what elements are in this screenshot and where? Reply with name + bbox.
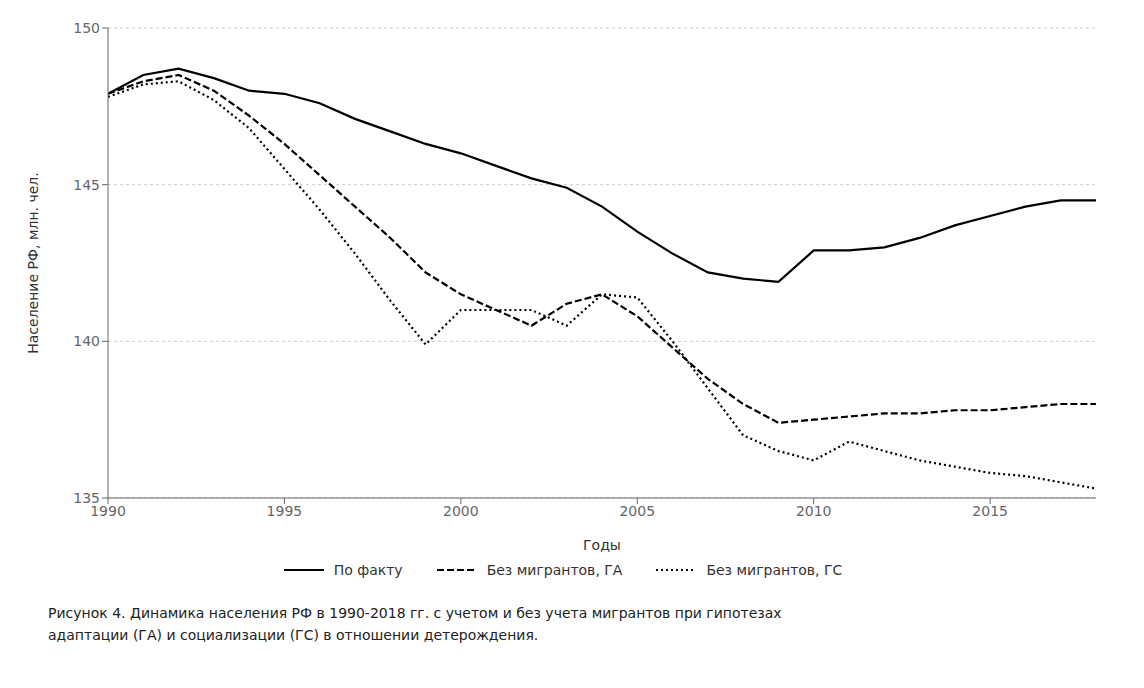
html-text:По факту: По факту [333,562,403,578]
svg-text:135: 135 [73,490,100,506]
svg-text:Годы: Годы [583,537,621,553]
svg-text:1990: 1990 [90,502,126,519]
svg-text:1995: 1995 [267,503,303,519]
svg-text:2015: 2015 [972,503,1008,519]
svg-text:Население РФ, млн. чел.: Население РФ, млн. чел. [25,172,41,354]
html-text:Без мигрантов, ГА: Без мигрантов, ГА [486,562,623,578]
svg-text:150: 150 [73,20,100,36]
svg-text:2000: 2000 [443,503,479,519]
html-text:Рисунок 4. Динамика населения: Рисунок 4. Динамика населения РФ в 1990-… [48,605,782,621]
svg-text:145: 145 [73,177,100,193]
html-text:адаптации (ГА) и социализации: адаптации (ГА) и социализации (ГС) в отн… [48,627,539,643]
svg-text:2010: 2010 [796,503,832,519]
svg-text:140: 140 [73,333,100,349]
html-text:Без мигрантов, ГС: Без мигрантов, ГС [706,562,843,578]
svg-text:2005: 2005 [619,503,655,519]
